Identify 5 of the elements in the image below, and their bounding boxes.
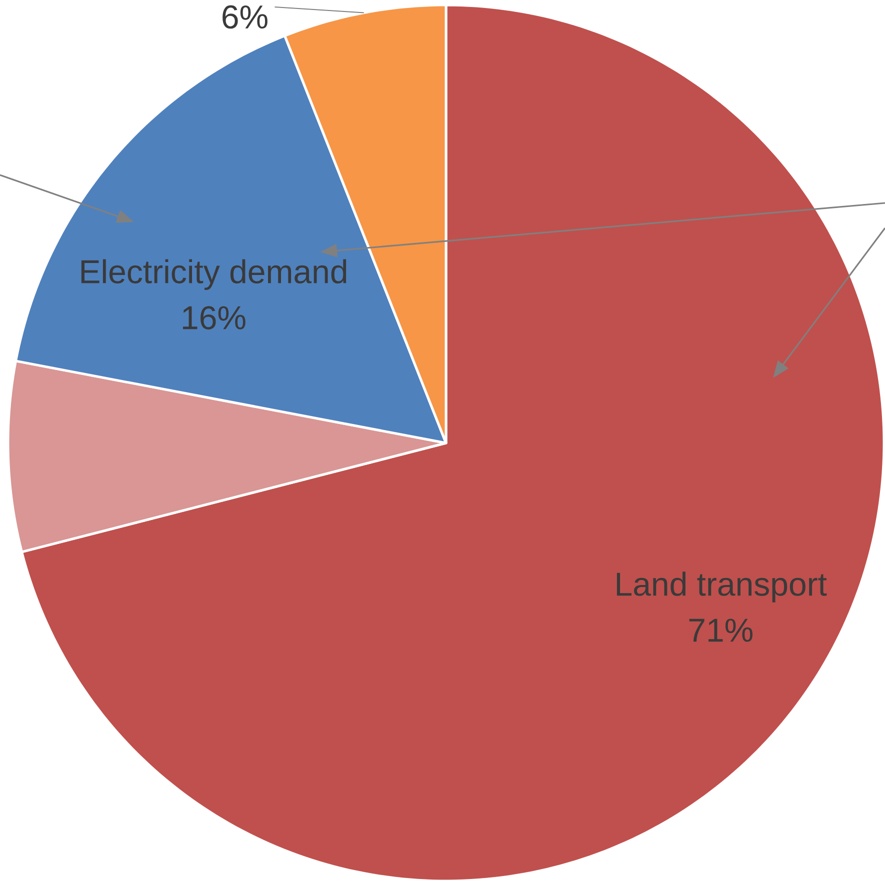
data-label: 6% — [222, 5, 268, 29]
data-label: 16% — [183, 306, 246, 330]
slice-label: Land transport — [616, 572, 827, 602]
slice-label: Electricity demand — [81, 259, 346, 290]
data-label: 71% — [689, 618, 752, 642]
